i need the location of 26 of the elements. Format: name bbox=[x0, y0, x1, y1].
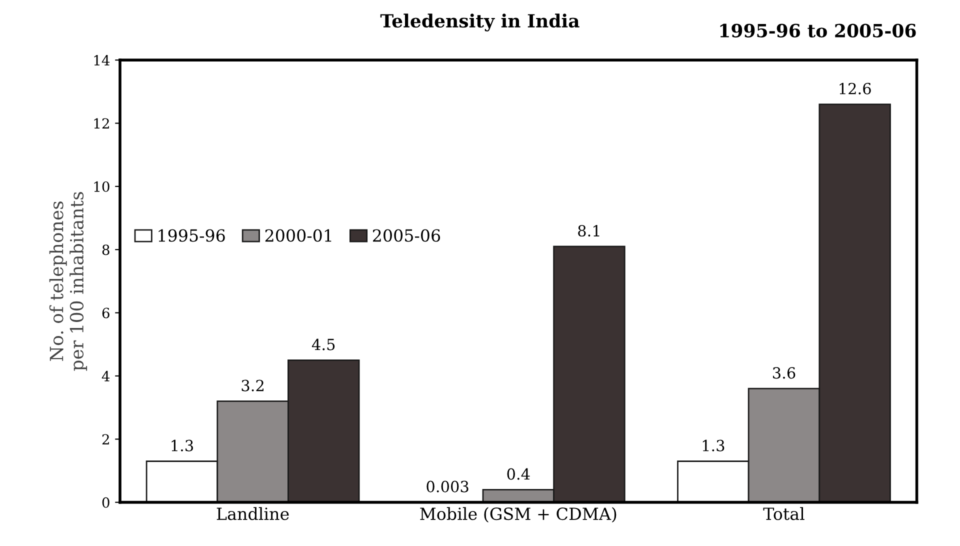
y-tick-label: 0 bbox=[102, 497, 110, 508]
data-label: 8.1 bbox=[578, 224, 600, 237]
y-tick-label: 8 bbox=[102, 244, 110, 256]
y-tick-label: 12 bbox=[94, 118, 109, 129]
data-label: 1.3 bbox=[702, 440, 724, 452]
y-tick-label: 14 bbox=[94, 55, 110, 66]
legend-label: 2000-01 bbox=[265, 229, 332, 242]
legend-label: 1995-96 bbox=[158, 229, 225, 242]
chart-title: Teledensity in India bbox=[380, 14, 580, 32]
x-tick-label: Total bbox=[763, 507, 804, 520]
data-label: 1.3 bbox=[172, 440, 193, 452]
y-tick-label: 10 bbox=[94, 181, 110, 192]
data-label: 12.6 bbox=[840, 82, 871, 94]
x-tick-label: Mobile (GSM + CDMA) bbox=[420, 507, 616, 522]
data-label: 0.003 bbox=[426, 480, 468, 492]
x-tick-label: Landline bbox=[216, 507, 289, 520]
data-label: 3.2 bbox=[242, 380, 264, 392]
legend-label: 2005-06 bbox=[372, 229, 440, 242]
y-tick-label: 6 bbox=[102, 308, 110, 318]
y-tick-label: 2 bbox=[102, 434, 109, 444]
data-label: 4.5 bbox=[312, 338, 335, 350]
chart-subtitle: 1995-96 to 2005-06 bbox=[720, 24, 916, 38]
y-tick-label: 4 bbox=[102, 370, 110, 382]
data-label: 0.4 bbox=[507, 468, 530, 480]
data-label: 3.6 bbox=[773, 367, 796, 379]
y-axis-title: No. of telephones per 100 inhabitants bbox=[49, 192, 88, 371]
